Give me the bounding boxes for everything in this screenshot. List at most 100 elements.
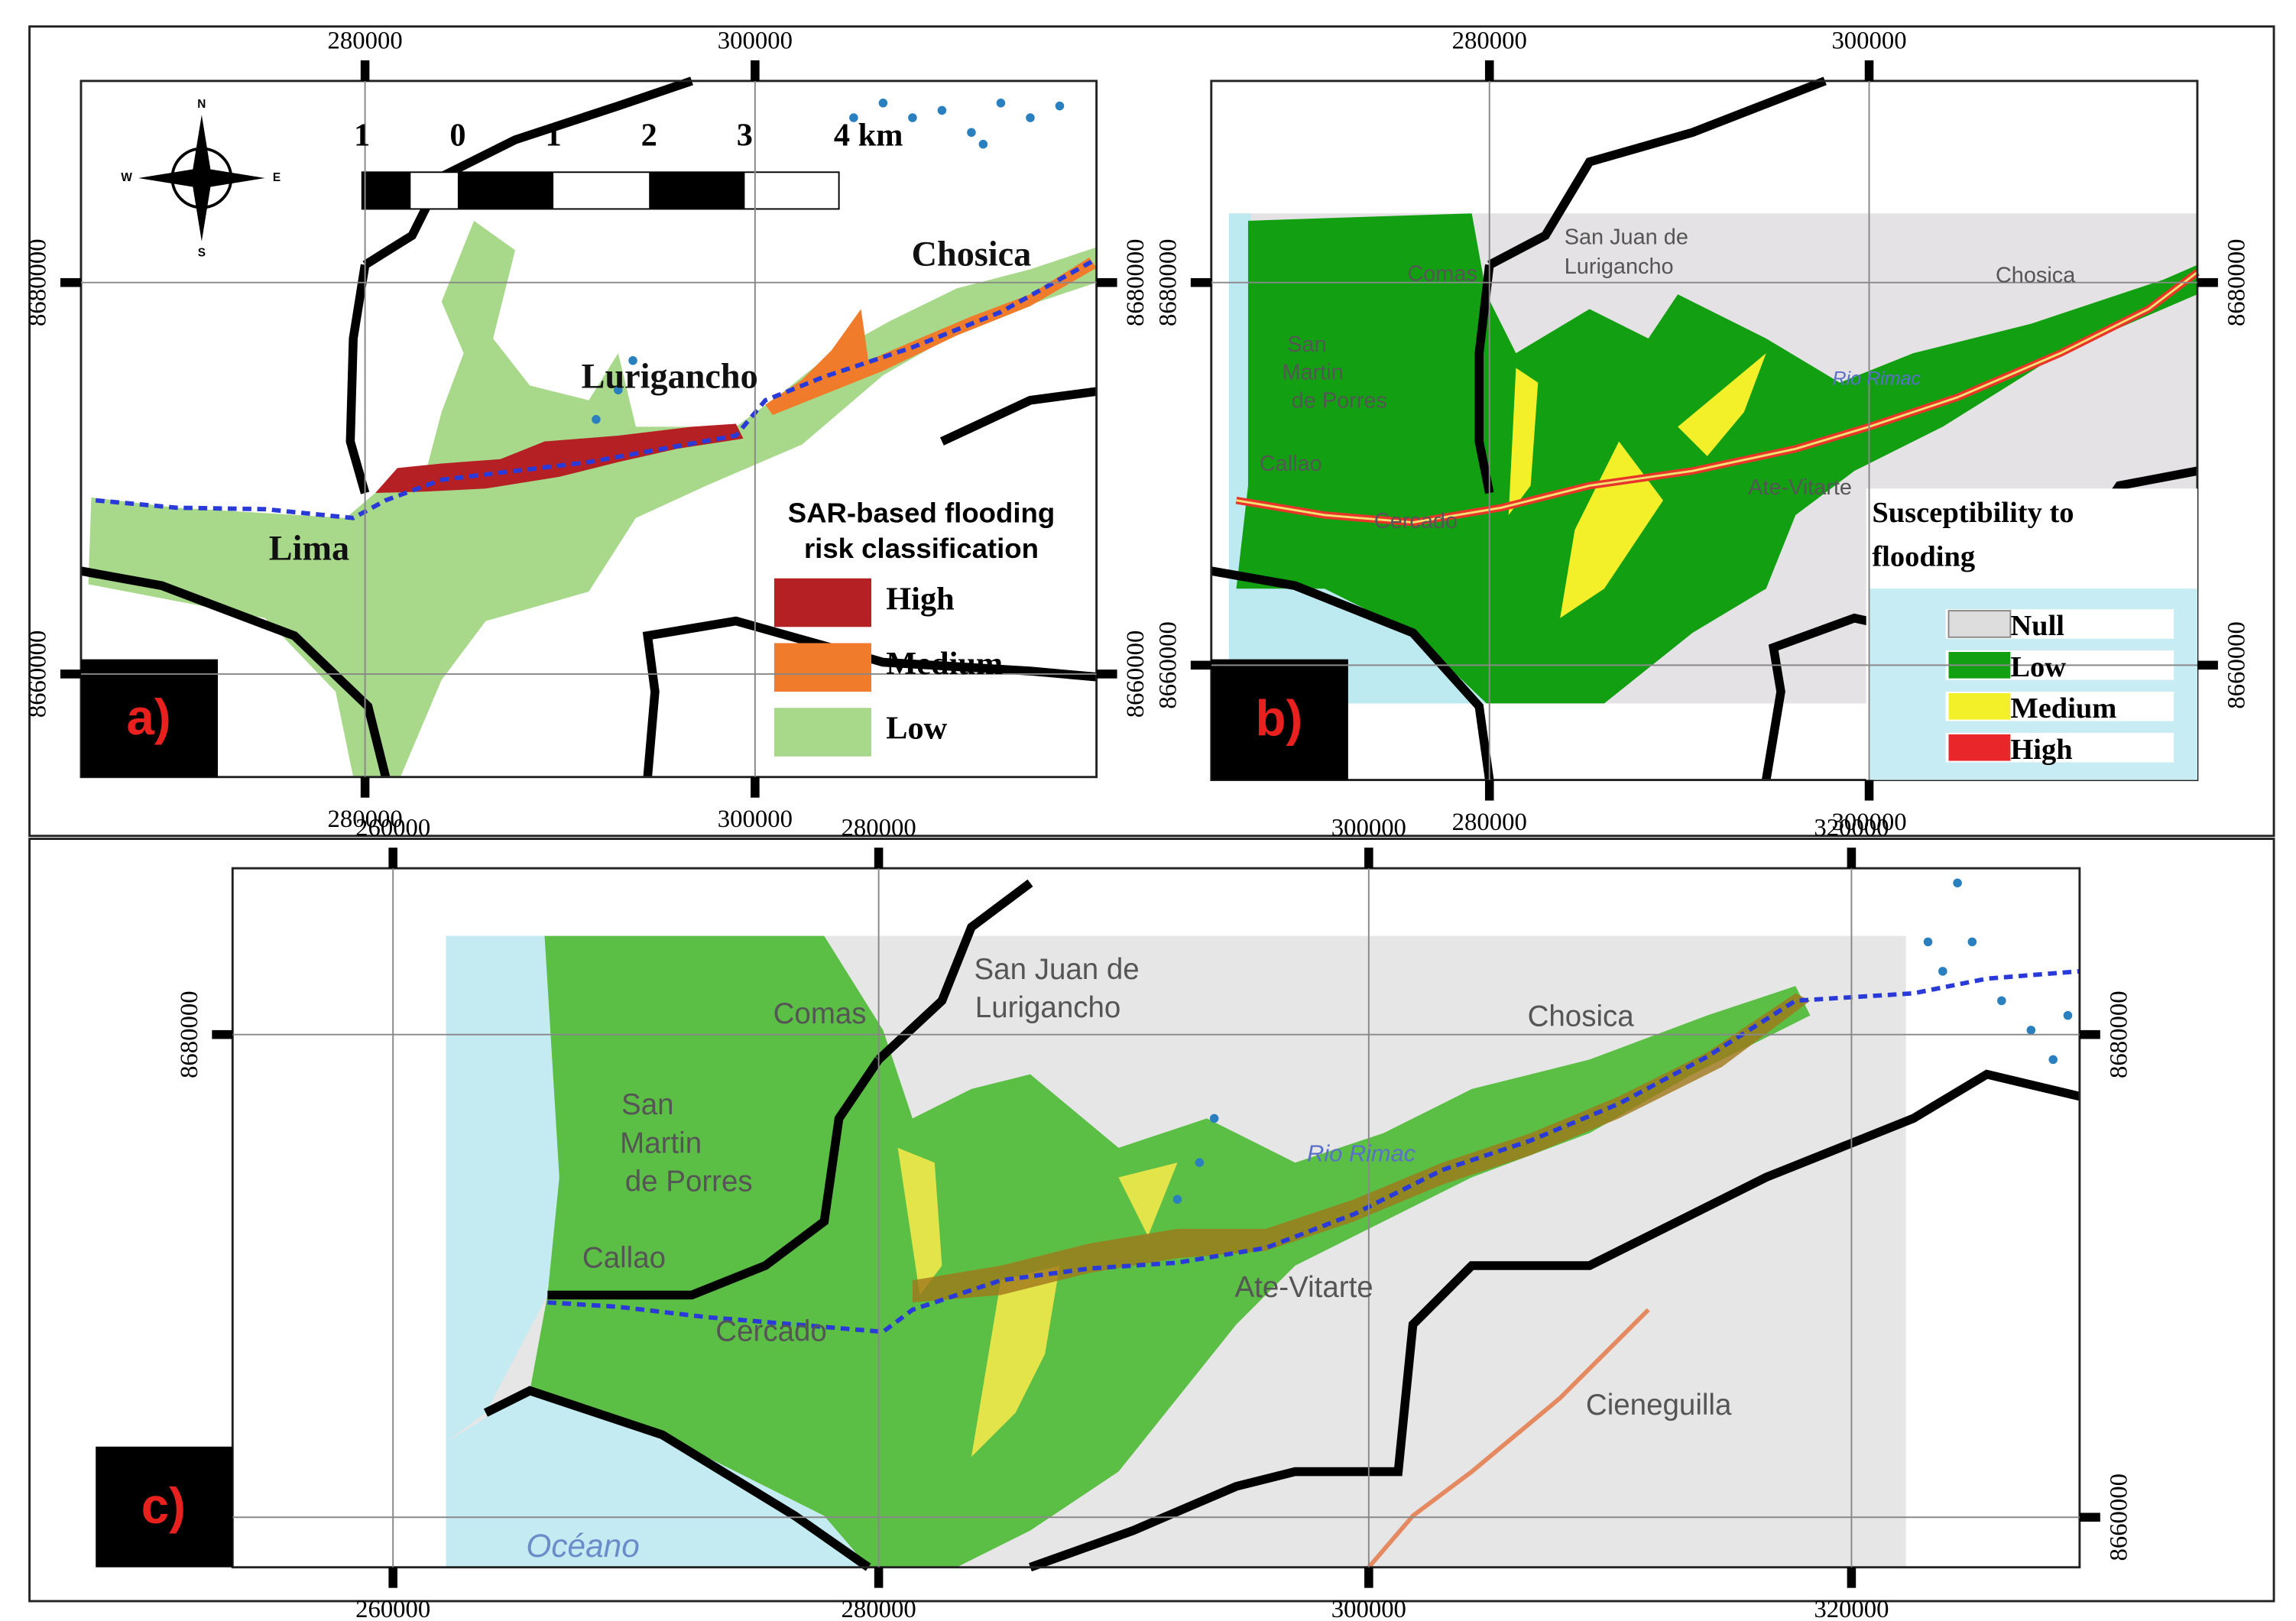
x-tick-label: 280000 bbox=[842, 1596, 916, 1621]
tick-mark bbox=[360, 776, 370, 798]
tick-mark bbox=[751, 776, 760, 798]
place-name: Ate-Vitarte bbox=[1748, 475, 1852, 500]
tick-mark bbox=[2197, 277, 2218, 287]
sea bbox=[446, 935, 869, 1568]
compass-letter: S bbox=[198, 246, 206, 259]
tick-mark bbox=[2079, 1512, 2100, 1522]
map-frame bbox=[79, 79, 1098, 779]
place-name: Cieneguilla bbox=[1586, 1389, 1732, 1422]
scale-label: 3 bbox=[737, 118, 753, 154]
place-name: Rio Rimac bbox=[1832, 368, 1921, 389]
legend-title: SAR-based flooding bbox=[788, 498, 1056, 529]
legend-title: Susceptibility to bbox=[1872, 497, 2074, 529]
legend-swatch bbox=[1948, 734, 2011, 761]
place-name: Chosica bbox=[912, 235, 1032, 274]
tick-mark bbox=[1364, 848, 1373, 869]
legend-label: High bbox=[2010, 734, 2072, 766]
tick-mark bbox=[1364, 1567, 1373, 1588]
dots bbox=[1172, 878, 2073, 1204]
scale-label: 1 bbox=[354, 118, 370, 154]
y-tick-label: 8680000 bbox=[1154, 238, 1182, 326]
place-name: Comas bbox=[1407, 262, 1477, 287]
tick-mark bbox=[360, 60, 370, 81]
legend-title: flooding bbox=[1872, 541, 1975, 573]
panel-label: c) bbox=[141, 1478, 186, 1534]
place-name: San bbox=[621, 1088, 674, 1121]
legend-swatch bbox=[1947, 610, 2012, 638]
label-box bbox=[96, 1446, 233, 1568]
panel-c bbox=[96, 867, 2081, 1572]
low-area bbox=[1236, 213, 2197, 704]
legend-title: risk classification bbox=[804, 533, 1039, 564]
place-name: Lurigancho bbox=[1565, 254, 1674, 279]
place-name: Chosica bbox=[1996, 264, 2076, 288]
x-tick-label: 300000 bbox=[1831, 809, 1906, 836]
place-name: Ate-Vitarte bbox=[1235, 1271, 1373, 1304]
x-tick-label: 300000 bbox=[1831, 27, 1906, 54]
place-name: Comas bbox=[773, 997, 867, 1030]
x-tick-label: 280000 bbox=[842, 815, 916, 842]
tick-mark bbox=[1847, 848, 1857, 869]
panel-a bbox=[79, 76, 1098, 779]
y-tick-label: 8680000 bbox=[2105, 990, 2132, 1078]
legend-label: Medium bbox=[2010, 692, 2116, 725]
x-tick-label: 260000 bbox=[355, 1596, 430, 1621]
x-tick-label: 320000 bbox=[1814, 1596, 1889, 1621]
map-frame bbox=[231, 867, 2081, 1569]
boundary bbox=[1210, 76, 2198, 781]
tick-mark bbox=[751, 60, 760, 81]
tick-mark bbox=[874, 848, 884, 869]
tick-mark bbox=[1864, 60, 1874, 81]
place-name: Lima bbox=[269, 529, 349, 568]
map-frame bbox=[1210, 79, 2199, 781]
compass-letter: E bbox=[273, 171, 281, 184]
high-area bbox=[912, 993, 1811, 1303]
tick-mark bbox=[874, 1567, 884, 1588]
tick-mark bbox=[1190, 277, 1211, 287]
scale-label: 1 bbox=[545, 118, 561, 154]
tick-mark bbox=[388, 848, 397, 869]
place-name: Océano bbox=[526, 1528, 639, 1564]
place-name: Callao bbox=[1260, 452, 1322, 476]
medium-area bbox=[897, 1147, 1178, 1457]
high-area bbox=[375, 423, 744, 494]
dots bbox=[592, 99, 1065, 424]
y-tick-label: 8660000 bbox=[2105, 1473, 2132, 1561]
legend-swatch bbox=[773, 643, 871, 692]
tick-mark bbox=[388, 1567, 397, 1588]
compass-letter: W bbox=[121, 171, 132, 184]
stream bbox=[1367, 1308, 1650, 1569]
legend-label: Low bbox=[2010, 651, 2066, 683]
frame-top bbox=[28, 25, 2275, 838]
place-name: Rio Rimac bbox=[1307, 1140, 1416, 1167]
scale-label: 0 bbox=[449, 118, 465, 154]
tick-mark bbox=[1847, 1567, 1857, 1588]
place-name: Cercado bbox=[715, 1315, 827, 1348]
tick-mark bbox=[60, 669, 81, 679]
river bbox=[95, 257, 1098, 520]
tick-mark bbox=[212, 1029, 233, 1039]
place-name: San bbox=[1287, 332, 1326, 357]
legend-label: Medium bbox=[886, 646, 1003, 682]
tick-mark bbox=[1864, 780, 1874, 801]
place-name: Callao bbox=[582, 1241, 666, 1274]
y-tick-label: 8660000 bbox=[24, 631, 52, 718]
label-box bbox=[80, 659, 219, 777]
x-tick-label: 300000 bbox=[718, 27, 793, 54]
scale-label: 4 km bbox=[834, 118, 903, 154]
panel-label: a) bbox=[126, 689, 170, 745]
legend-label: Null bbox=[2010, 610, 2064, 642]
boundary bbox=[79, 76, 1098, 779]
legend-swatch bbox=[773, 578, 871, 627]
y-tick-label: 8660000 bbox=[2223, 621, 2250, 709]
x-tick-label: 260000 bbox=[355, 815, 430, 842]
y-tick-label: 8680000 bbox=[176, 990, 203, 1078]
place-name: Lurigancho bbox=[582, 356, 758, 395]
panel-label: b) bbox=[1255, 691, 1302, 747]
place-name: de Porres bbox=[625, 1165, 753, 1198]
tick-mark bbox=[1484, 60, 1494, 81]
y-tick-label: 8660000 bbox=[1122, 631, 1150, 718]
x-tick-label: 300000 bbox=[1331, 815, 1406, 842]
place-name: San Juan de bbox=[1565, 225, 1688, 250]
